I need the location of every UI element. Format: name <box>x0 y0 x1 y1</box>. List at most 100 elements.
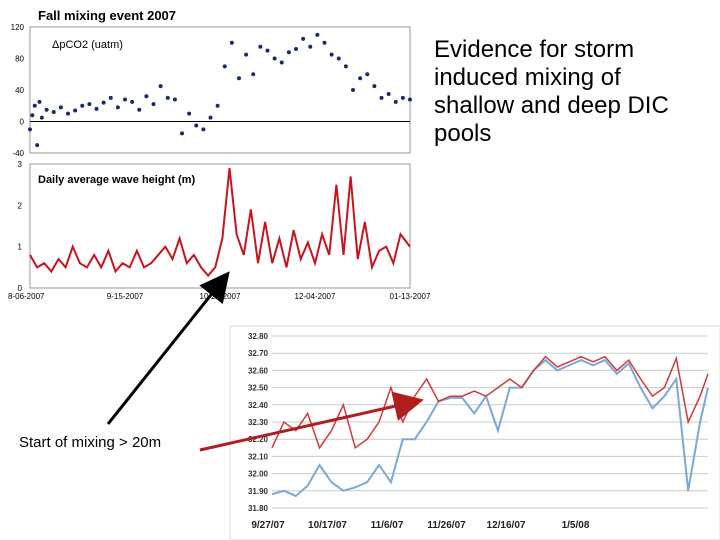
profile-x-tick-label: 11/26/07 <box>427 520 466 531</box>
pco2-y-tick-label: 40 <box>15 86 24 95</box>
wave-y-axis: 0 1 2 3 <box>18 160 23 293</box>
pco2-point <box>137 107 142 112</box>
pco2-point <box>372 84 377 89</box>
profile-y-tick-label: 32.80 <box>248 332 269 341</box>
profile-x-tick-label: 1/5/08 <box>562 520 590 531</box>
title-line: pools <box>434 120 492 147</box>
pco2-point <box>94 106 99 111</box>
pco2-point <box>58 105 63 110</box>
profile-y-tick-label: 32.20 <box>248 435 269 444</box>
pco2-y-tick-label: 120 <box>11 23 25 32</box>
pco2-point <box>237 76 241 81</box>
pco2-point <box>279 60 284 65</box>
pco2-point <box>222 64 227 69</box>
pco2-point <box>408 97 412 102</box>
pco2-point <box>172 97 177 102</box>
profile-y-tick-label: 32.50 <box>248 384 269 393</box>
wave-y-tick-label: 1 <box>18 243 23 252</box>
pco2-point <box>115 105 120 110</box>
pco2-points <box>28 32 412 148</box>
profile-y-tick-label: 31.80 <box>248 504 269 513</box>
profile-blue-series-line <box>271 358 709 498</box>
pco2-point <box>201 127 206 132</box>
profile-x-tick-label: 9/27/07 <box>251 520 285 531</box>
profile-chart-background <box>229 325 720 540</box>
pco2-point <box>35 143 40 148</box>
profile-y-tick-label: 31.90 <box>248 487 269 496</box>
pco2-point <box>215 103 220 108</box>
wave-y-tick-label: 2 <box>18 201 23 210</box>
wave-x-tick-label: 01-13-2007 <box>390 292 431 301</box>
profile-y-tick-label: 32.60 <box>248 366 269 375</box>
start-of-mixing-label: Start of mixing > 20m <box>19 434 162 451</box>
profile-y-tick-label: 32.40 <box>248 401 269 410</box>
wave-x-tick-label: 12-04-2007 <box>295 292 336 301</box>
pco2-chart: Fall mixing event 2007 ΔpCO2 (uatm) -40 0… <box>11 8 412 158</box>
pco2-point <box>400 95 405 100</box>
pco2-point <box>30 113 35 118</box>
profile-y-tick-label: 32.70 <box>248 349 269 358</box>
profile-y-tick-label: 32.00 <box>248 470 269 479</box>
pco2-point <box>251 72 256 77</box>
pco2-y-tick-label: -40 <box>12 149 24 158</box>
pco2-point <box>351 88 355 92</box>
pco2-point <box>393 99 398 104</box>
pco2-point <box>37 99 42 104</box>
title-line: shallow and deep DIC <box>434 92 669 119</box>
pco2-point <box>158 84 163 89</box>
pco2-point <box>301 36 306 41</box>
pco2-point <box>165 95 170 100</box>
profile-y-tick-label: 32.30 <box>248 418 269 427</box>
pco2-point <box>286 50 291 55</box>
arrow-to-wave-peak <box>106 271 230 425</box>
profile-x-tick-label: 12/16/07 <box>487 520 526 531</box>
pco2-point <box>265 48 270 53</box>
pco2-point <box>39 115 44 120</box>
wave-y-tick-label: 3 <box>18 160 23 169</box>
pco2-point <box>130 99 135 104</box>
wave-chart: Daily average wave height (m) 0 1 2 3 8-06-… <box>8 160 431 301</box>
pco2-point <box>208 115 213 120</box>
pco2-point <box>336 56 341 61</box>
pco2-point <box>28 127 32 132</box>
pco2-point <box>144 94 149 99</box>
pco2-point <box>308 44 313 49</box>
pco2-point <box>123 97 127 102</box>
pco2-plot-frame <box>29 26 411 154</box>
pco2-point <box>80 103 85 108</box>
title-line: Evidence for storm <box>434 36 635 63</box>
profile-chart: 31.80 31.90 32.00 32.10 32.20 32.30 32.40 32.50… <box>229 325 720 540</box>
pco2-point <box>194 123 199 128</box>
profile-y-tick-label: 32.10 <box>248 452 269 461</box>
pco2-y-tick-label: 0 <box>20 118 25 127</box>
pco2-series-label: ΔpCO2 (uatm) <box>52 39 123 51</box>
pco2-chart-title: Fall mixing event 2007 <box>38 8 176 23</box>
wave-x-axis: 8-06-2007 9-15-2007 10-25-2007 12-04-2007 01… <box>8 292 431 301</box>
pco2-point <box>244 52 249 57</box>
pco2-point <box>187 111 192 116</box>
profile-x-axis: 9/27/07 10/17/07 11/6/07 11/26/07 12/16/07 1/… <box>251 520 590 531</box>
pco2-point <box>386 91 391 96</box>
pco2-point <box>229 40 234 45</box>
wave-x-tick-label: 9-15-2007 <box>107 292 144 301</box>
pco2-point <box>379 95 384 100</box>
profile-y-axis: 31.80 31.90 32.00 32.10 32.20 32.30 32.40 32.50… <box>248 332 269 513</box>
pco2-point <box>322 40 327 45</box>
pco2-y-tick-label: 80 <box>15 55 24 64</box>
pco2-point <box>258 44 263 49</box>
pco2-point <box>294 47 298 52</box>
pco2-point <box>66 111 70 116</box>
pco2-point <box>51 110 56 115</box>
pco2-point <box>365 72 370 77</box>
profile-x-tick-label: 11/6/07 <box>371 520 404 531</box>
pco2-point <box>73 108 78 113</box>
profile-red-series-line <box>271 355 709 450</box>
wave-chart-title: Daily average wave height (m) <box>38 174 195 186</box>
pco2-point <box>87 102 92 107</box>
pco2-point <box>101 100 106 105</box>
pco2-point <box>272 56 277 61</box>
pco2-y-axis: -40 0 40 80 120 <box>11 23 25 158</box>
profile-x-tick-label: 10/17/07 <box>308 520 347 531</box>
title-line: induced mixing of <box>434 64 621 91</box>
